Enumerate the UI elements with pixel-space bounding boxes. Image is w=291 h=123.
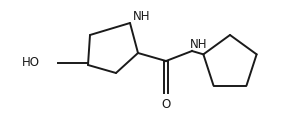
- Text: NH: NH: [190, 38, 207, 52]
- Text: O: O: [162, 99, 171, 112]
- Text: NH: NH: [133, 10, 150, 23]
- Text: HO: HO: [22, 56, 40, 69]
